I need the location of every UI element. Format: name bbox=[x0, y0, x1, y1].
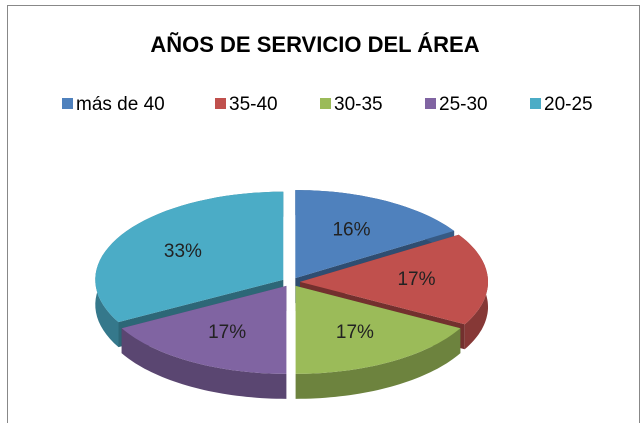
data-label: 33% bbox=[164, 241, 202, 262]
data-label: 17% bbox=[336, 322, 374, 343]
legend-label: 35-40 bbox=[229, 94, 278, 115]
legend-label: más de 40 bbox=[76, 94, 165, 115]
data-label: 17% bbox=[397, 269, 435, 290]
chart-title: AÑOS DE SERVICIO DEL ÁREA bbox=[150, 32, 479, 57]
data-label: 16% bbox=[332, 219, 370, 240]
legend-swatch bbox=[425, 98, 436, 109]
pie-side bbox=[121, 328, 287, 399]
legend-label: 20-25 bbox=[544, 94, 593, 115]
legend-swatch bbox=[530, 98, 541, 109]
legend-label: 25-30 bbox=[439, 94, 488, 115]
pie-slice bbox=[295, 285, 461, 374]
data-label: 17% bbox=[208, 322, 246, 343]
pie-side bbox=[295, 328, 461, 399]
legend-swatch bbox=[215, 98, 226, 109]
legend-label: 30-35 bbox=[334, 94, 383, 115]
pie-slice bbox=[295, 190, 455, 279]
pie-slice bbox=[300, 234, 488, 325]
legend-swatch bbox=[320, 98, 331, 109]
legend-swatch bbox=[62, 98, 73, 109]
pie-slice bbox=[95, 191, 284, 323]
pie-slice bbox=[121, 285, 287, 374]
